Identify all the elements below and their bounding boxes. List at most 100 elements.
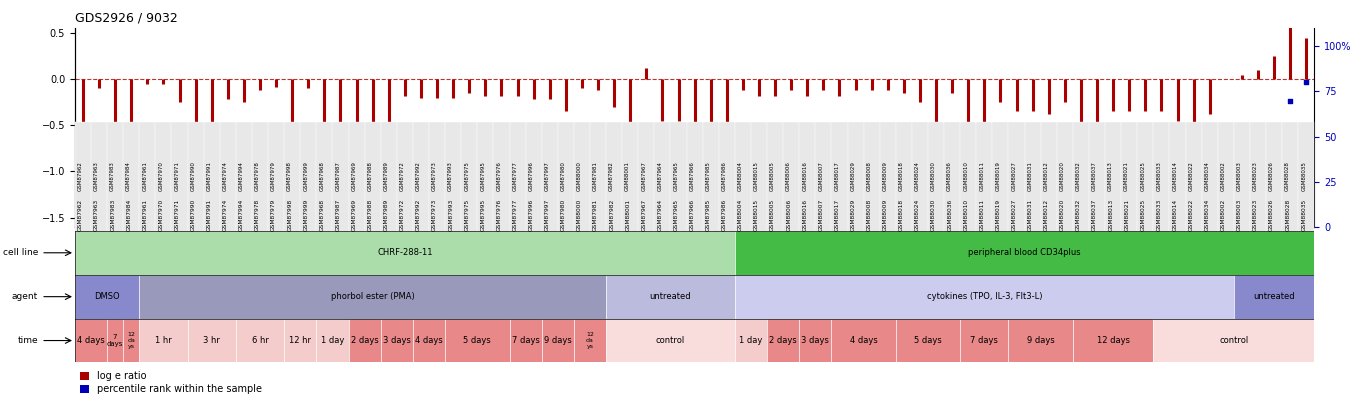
Bar	[172, 122, 188, 232]
Text: 2 days: 2 days	[770, 336, 797, 345]
Text: GDS2926 / 9032: GDS2926 / 9032	[75, 11, 177, 24]
Bar	[847, 122, 864, 232]
Text: GSM88031: GSM88031	[1028, 199, 1032, 231]
Text: 1 hr: 1 hr	[155, 336, 172, 345]
Text: GSM88020: GSM88020	[1060, 161, 1065, 191]
Bar	[509, 122, 526, 232]
Point	[1248, 169, 1269, 176]
Text: GSM88032: GSM88032	[1076, 161, 1081, 191]
Bar	[316, 319, 349, 362]
Text: GSM88007: GSM88007	[819, 161, 824, 191]
Point	[893, 188, 915, 194]
Text: GSM87984: GSM87984	[127, 198, 131, 231]
Point	[1086, 205, 1107, 212]
Bar	[445, 122, 462, 232]
Point	[651, 173, 673, 179]
Point	[1215, 137, 1237, 143]
Text: GSM87984: GSM87984	[127, 161, 131, 191]
Text: 7
days: 7 days	[108, 334, 124, 347]
Bar	[799, 122, 816, 232]
Text: GSM87968: GSM87968	[320, 161, 324, 191]
Point	[797, 191, 819, 198]
Legend: log e ratio, percentile rank within the sample: log e ratio, percentile rank within the …	[80, 371, 263, 394]
Bar	[783, 122, 799, 232]
Bar	[573, 319, 606, 362]
Text: GSM87979: GSM87979	[271, 198, 276, 231]
Text: GSM88015: GSM88015	[755, 161, 759, 191]
Text: GSM87991: GSM87991	[207, 161, 211, 191]
Bar	[316, 122, 332, 232]
Bar	[816, 122, 831, 232]
Bar	[639, 122, 654, 232]
Bar	[381, 319, 413, 362]
Text: GSM87986: GSM87986	[722, 161, 727, 191]
Text: GSM88013: GSM88013	[1109, 161, 1113, 191]
Point	[957, 169, 979, 176]
Text: GSM88001: GSM88001	[625, 199, 631, 231]
Text: GSM88017: GSM88017	[835, 161, 839, 191]
Text: GSM87967: GSM87967	[642, 161, 647, 191]
Text: GSM88035: GSM88035	[1301, 161, 1306, 191]
Text: GSM88033: GSM88033	[1156, 161, 1162, 191]
Text: GSM88012: GSM88012	[1043, 199, 1049, 231]
Bar	[606, 319, 735, 362]
Bar	[750, 122, 767, 232]
Bar	[139, 319, 188, 362]
Text: 3 hr: 3 hr	[203, 336, 221, 345]
Point	[731, 173, 753, 179]
Bar	[1234, 275, 1314, 319]
Bar	[686, 122, 703, 232]
Point	[539, 179, 561, 185]
Text: GSM87992: GSM87992	[415, 198, 421, 231]
Text: GSM87994: GSM87994	[238, 198, 244, 231]
Bar	[1105, 122, 1121, 232]
Point	[1071, 184, 1092, 190]
Text: 1 day: 1 day	[321, 336, 345, 345]
Bar	[139, 122, 155, 232]
Bar	[670, 122, 686, 232]
Text: GSM87977: GSM87977	[512, 161, 518, 191]
Point	[1231, 124, 1253, 131]
Point	[1005, 184, 1027, 190]
Text: GSM88000: GSM88000	[577, 161, 582, 191]
Point	[1151, 184, 1173, 190]
Text: GSM88011: GSM88011	[979, 199, 985, 231]
Text: GSM88009: GSM88009	[883, 161, 888, 191]
Point	[587, 173, 609, 179]
Text: GSM87962: GSM87962	[78, 199, 83, 231]
Bar	[252, 122, 268, 232]
Text: 12 hr: 12 hr	[289, 336, 312, 345]
Bar	[831, 319, 896, 362]
Point	[313, 202, 335, 209]
Text: GSM87988: GSM87988	[368, 161, 373, 191]
Bar	[573, 122, 590, 232]
Text: GSM87995: GSM87995	[481, 161, 485, 191]
Bar	[285, 319, 316, 362]
Bar	[606, 122, 622, 232]
Point	[443, 188, 464, 194]
Text: cell line: cell line	[3, 248, 38, 257]
Text: GSM87971: GSM87971	[174, 161, 180, 191]
Text: GSM88016: GSM88016	[802, 161, 808, 191]
Point	[120, 169, 142, 176]
Bar	[542, 319, 573, 362]
Text: GSM88034: GSM88034	[1205, 198, 1209, 231]
Point	[474, 173, 496, 179]
Text: GSM87981: GSM87981	[592, 199, 598, 231]
Point	[200, 143, 222, 149]
Text: GSM88034: GSM88034	[1205, 161, 1209, 191]
Text: GSM88028: GSM88028	[1286, 198, 1290, 231]
Point	[1054, 155, 1076, 162]
Point	[1295, 79, 1317, 86]
Bar	[1024, 122, 1041, 232]
Text: GSM87986: GSM87986	[722, 199, 727, 231]
Text: control: control	[1219, 336, 1249, 345]
Text: CHRF-288-11: CHRF-288-11	[377, 248, 433, 257]
Text: GSM88009: GSM88009	[883, 198, 888, 231]
Text: GSM88026: GSM88026	[1269, 199, 1273, 231]
Bar	[928, 122, 944, 232]
Text: GSM87961: GSM87961	[143, 161, 147, 191]
Point	[1199, 160, 1220, 167]
Bar	[1073, 319, 1154, 362]
Text: GSM87998: GSM87998	[287, 161, 293, 191]
